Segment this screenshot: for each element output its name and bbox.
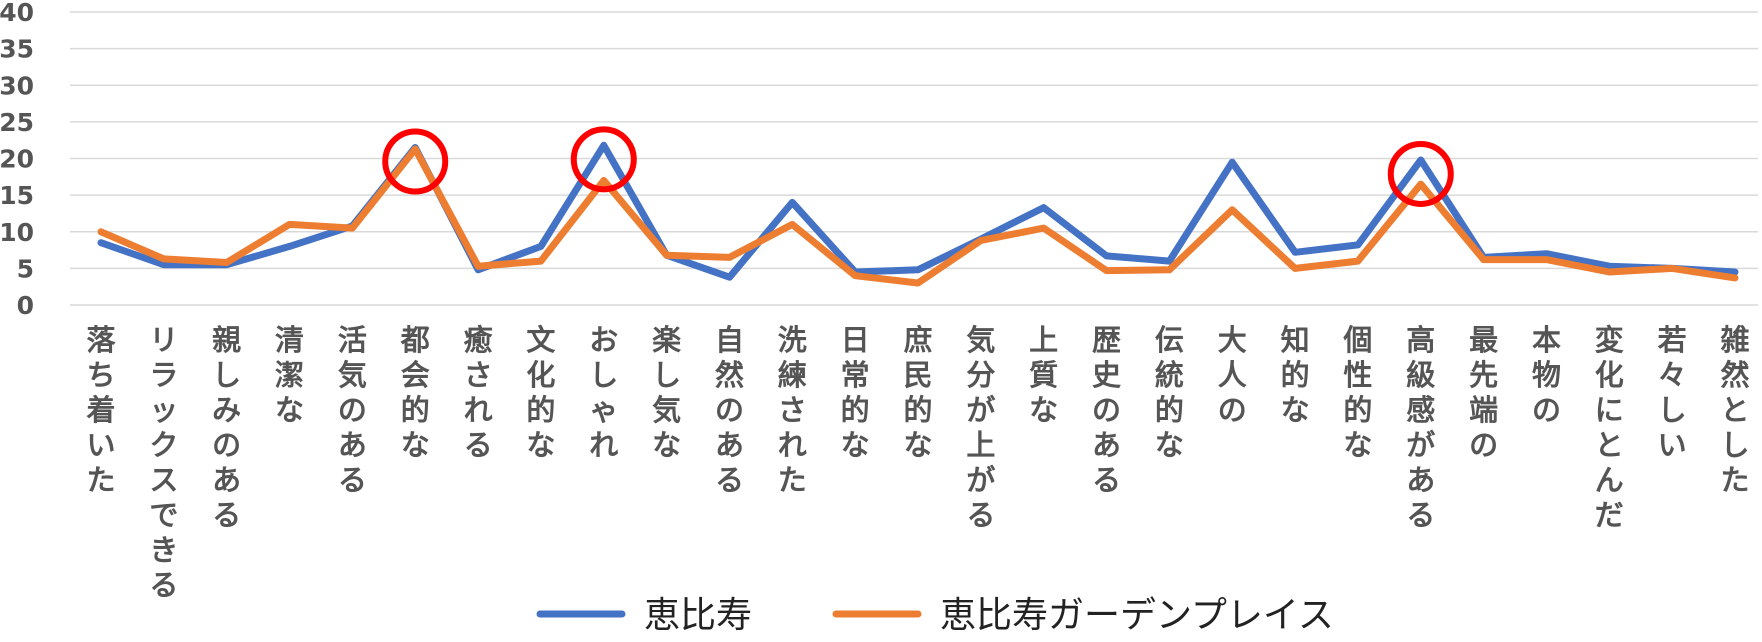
highlight-circles bbox=[382, 126, 1454, 207]
series-line-2 bbox=[97, 145, 1739, 287]
x-tick-label: 庶民的な bbox=[903, 323, 932, 462]
x-tick-label: 気分が上がる bbox=[966, 323, 995, 532]
y-tick-label: 20 bbox=[0, 145, 34, 174]
x-tick-label: 知的な bbox=[1281, 323, 1310, 427]
series-lines bbox=[97, 141, 1739, 287]
x-tick-label: 洗練された bbox=[778, 323, 807, 497]
x-tick-label: リラックスできる bbox=[149, 323, 178, 602]
x-tick-label: 親しみのある bbox=[212, 323, 241, 532]
x-tick-label: 若々しい bbox=[1658, 323, 1687, 462]
x-tick-label: 変化にとんだ bbox=[1595, 323, 1624, 532]
x-tick-label: 歴史のある bbox=[1092, 323, 1121, 497]
x-tick-label: 清潔な bbox=[275, 323, 304, 427]
x-tick-label: おしゃれ bbox=[589, 323, 618, 462]
y-tick-label: 10 bbox=[0, 218, 34, 247]
x-tick-label: 文化的な bbox=[526, 323, 556, 462]
x-tick-label: 個性的な bbox=[1342, 323, 1372, 462]
legend-label-1: 恵比寿 bbox=[644, 595, 752, 636]
y-tick-label: 30 bbox=[0, 71, 34, 100]
highlight-circle bbox=[382, 128, 449, 195]
x-tick-label: 大人の bbox=[1218, 323, 1247, 427]
y-tick-label: 5 bbox=[17, 254, 34, 283]
highlight-circle bbox=[570, 126, 637, 193]
x-tick-label: 都会的な bbox=[400, 323, 430, 462]
x-axis-tick-labels: 落ち着いた リラックスできる 親しみのある 清潔な 活気のある 都会的な 癒される 文化的な お… bbox=[85, 323, 1749, 602]
highlight-circle bbox=[1387, 140, 1454, 207]
x-tick-label: 雑然とした bbox=[1719, 323, 1749, 497]
x-tick-label: 癒される bbox=[464, 323, 493, 462]
y-tick-label: 15 bbox=[0, 181, 34, 210]
y-tick-label: 40 bbox=[0, 0, 34, 27]
x-tick-label: 最先端の bbox=[1469, 323, 1498, 462]
x-tick-label: 活気のある bbox=[338, 323, 367, 497]
x-tick-label: 楽し気な bbox=[652, 323, 681, 462]
x-tick-label: 落ち着いた bbox=[85, 323, 116, 497]
legend-label-2: 恵比寿ガーデンプレイス bbox=[940, 595, 1334, 636]
y-axis-tick-labels: 0 5 10 15 20 25 30 35 40 bbox=[0, 0, 34, 320]
gridlines bbox=[70, 11, 1758, 306]
x-tick-label: 自然のある bbox=[715, 323, 744, 497]
x-tick-label: 本物の bbox=[1532, 323, 1561, 427]
x-tick-label: 高級感がある bbox=[1406, 323, 1435, 532]
legend: 恵比寿 恵比寿ガーデンプレイス bbox=[536, 595, 1334, 636]
y-tick-label: 0 bbox=[17, 291, 34, 320]
x-tick-label: 日常的な bbox=[841, 323, 870, 462]
y-tick-label: 35 bbox=[0, 35, 34, 64]
x-tick-label: 伝統的な bbox=[1155, 323, 1184, 462]
x-tick-label: 上質な bbox=[1029, 323, 1058, 427]
y-tick-label: 25 bbox=[0, 108, 34, 137]
